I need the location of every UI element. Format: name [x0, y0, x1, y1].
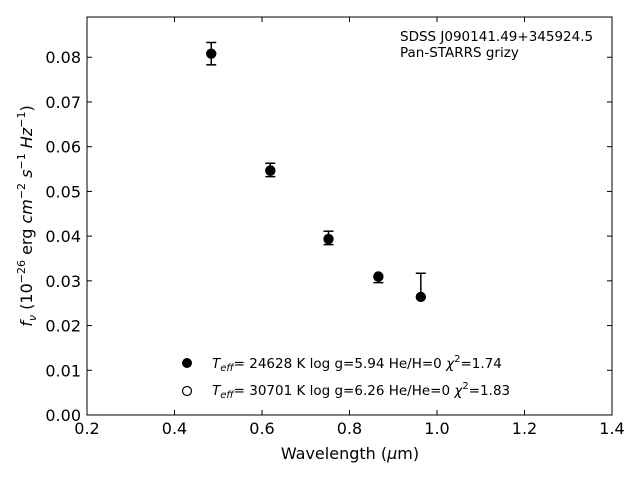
- legend: Teff= 24628 K log g=5.94 He/H=0 χ2=1.74 …: [181, 354, 510, 401]
- legend-marker-filled: [182, 358, 192, 368]
- survey-annotation: Pan-STARRS grizy: [400, 45, 519, 61]
- model-point-open: [373, 271, 384, 282]
- y-tick-label: 0.07: [45, 93, 81, 112]
- model-point-open: [265, 165, 276, 176]
- y-axis-ticks: 0.00 0.01 0.02 0.03 0.04 0.05 0.06 0.07 0.08: [45, 48, 612, 425]
- y-tick-label: 0.02: [45, 317, 81, 336]
- legend-entry-2: Teff= 30701 K log g=6.26 He/He=0 χ2=1.83: [212, 381, 510, 401]
- x-axis-label: Wavelength (μm): [281, 444, 419, 463]
- x-tick-label: 0.6: [249, 419, 274, 438]
- legend-entry-1: Teff= 24628 K log g=5.94 He/H=0 χ2=1.74: [212, 354, 502, 374]
- x-tick-label: 1.4: [599, 419, 624, 438]
- y-tick-label: 0.04: [45, 227, 81, 246]
- x-axis-ticks: 0.2 0.4 0.6 0.8 1.0 1.2 1.4: [74, 17, 625, 438]
- model-point-open: [415, 291, 426, 303]
- object-name-annotation: SDSS J090141.49+345924.5: [400, 29, 593, 45]
- y-axis-label: fν (10−26 erg cm−2 s−1 Hz−1): [15, 105, 39, 326]
- model-point-open: [323, 233, 334, 244]
- y-tick-label: 0.03: [45, 272, 81, 291]
- y-tick-label: 0.08: [45, 48, 81, 67]
- x-tick-label: 1.0: [424, 419, 449, 438]
- x-tick-label: 0.4: [162, 419, 187, 438]
- legend-marker-open: [181, 385, 193, 397]
- x-tick-label: 0.8: [337, 419, 362, 438]
- y-tick-label: 0.06: [45, 138, 81, 157]
- data-marks: [206, 41, 426, 303]
- model-point-open: [206, 48, 217, 59]
- y-tick-label: 0.01: [45, 361, 81, 380]
- y-tick-label: 0.00: [45, 406, 81, 425]
- x-tick-label: 1.2: [512, 419, 537, 438]
- y-tick-label: 0.05: [45, 182, 81, 201]
- x-tick-label: 0.2: [74, 419, 99, 438]
